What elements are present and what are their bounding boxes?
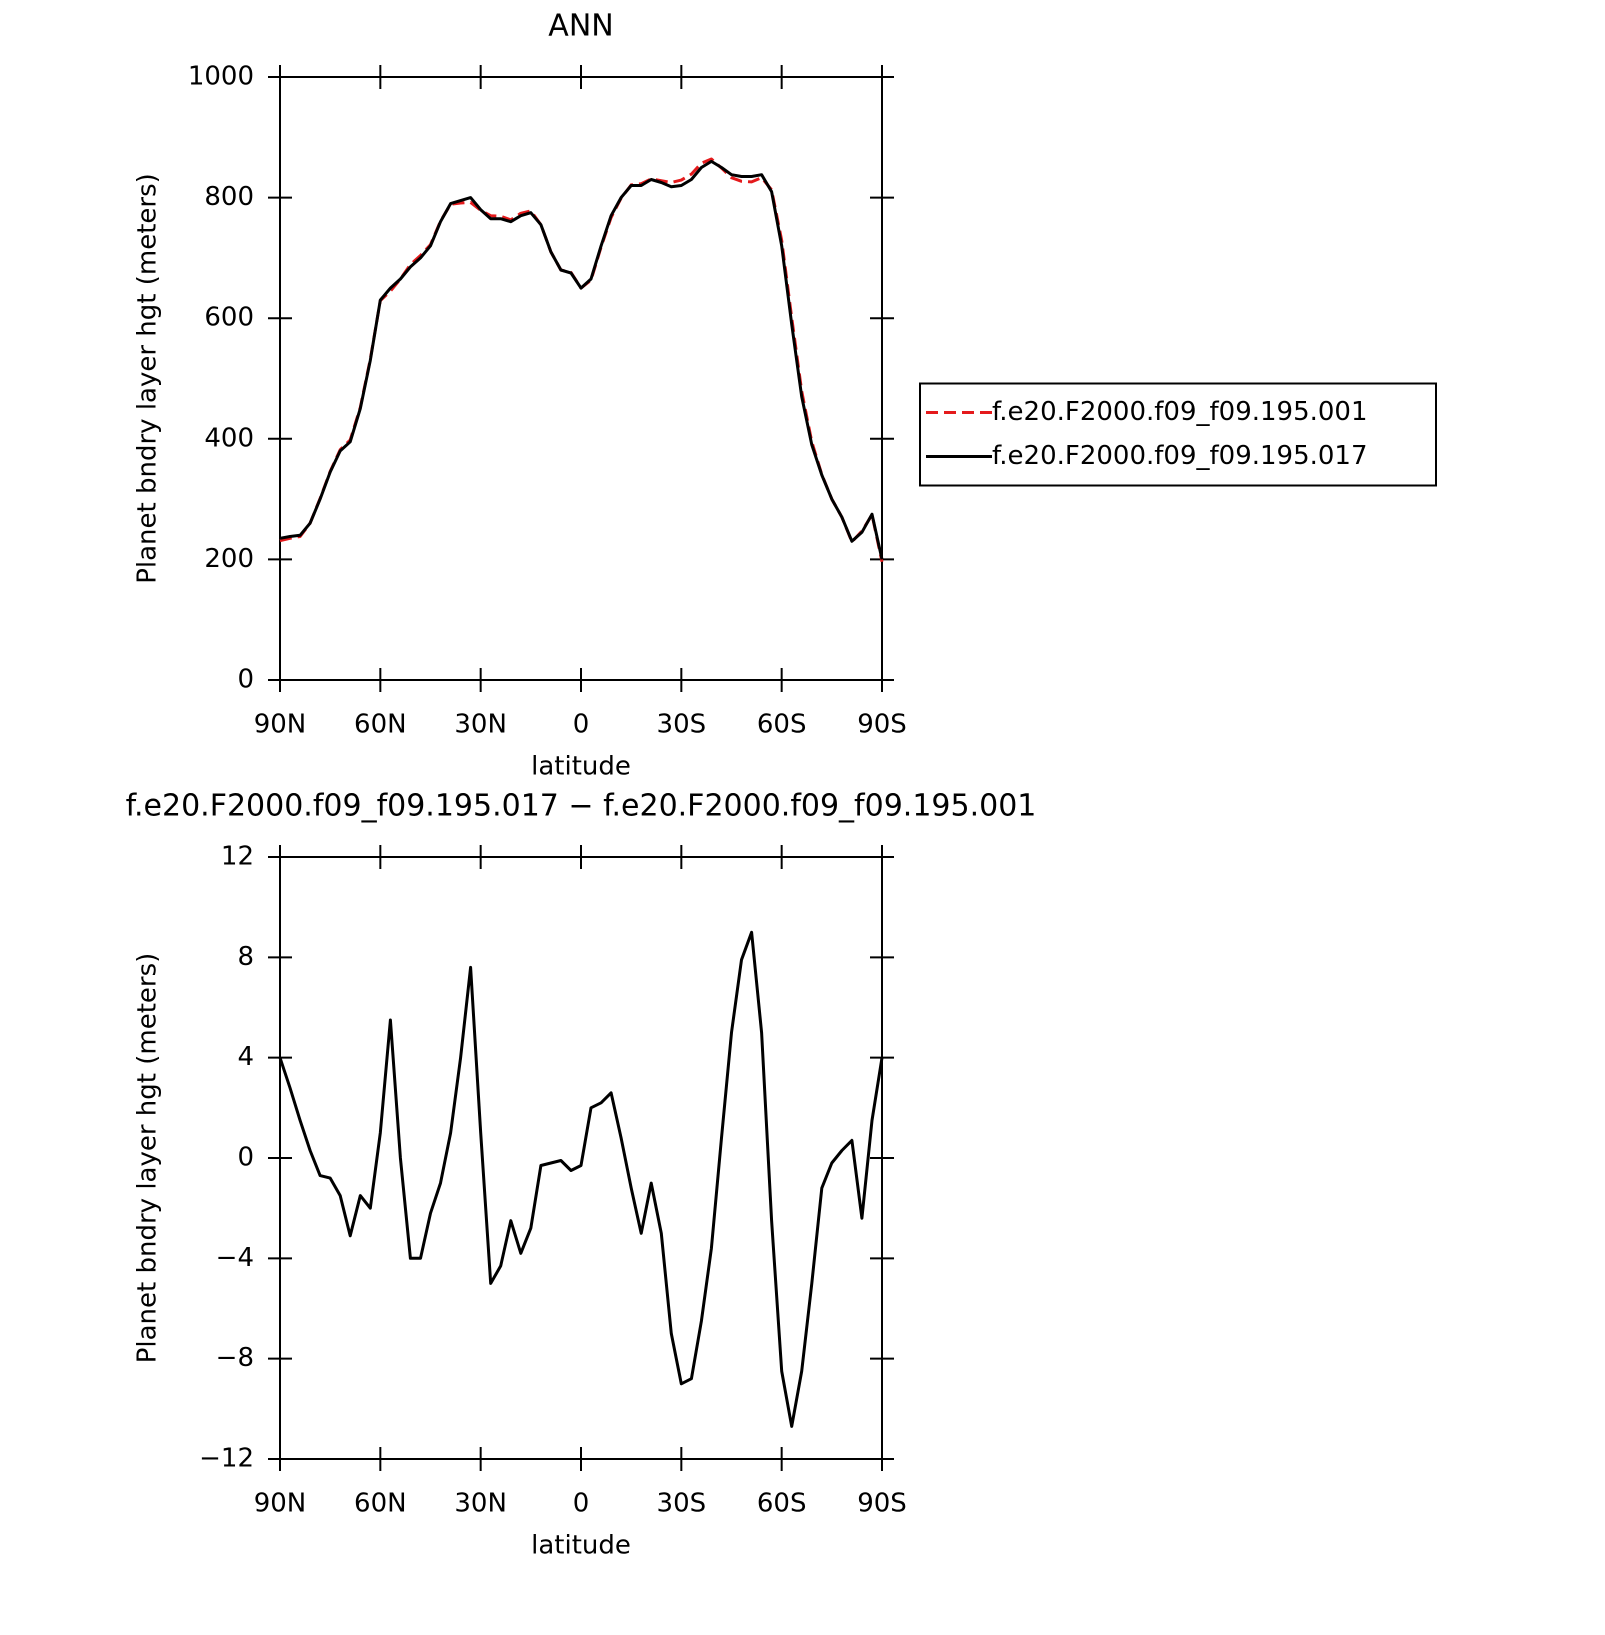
y-tick-label: −4: [216, 1243, 254, 1273]
x-tick-label: 60S: [757, 710, 807, 740]
legend-label: f.e20.F2000.f09_f09.195.001: [992, 397, 1368, 427]
y-tick-label: 600: [204, 303, 254, 333]
data-line: [278, 930, 884, 1428]
x-tick-label: 0: [573, 710, 590, 740]
legend-box: [919, 382, 1437, 487]
y-axis-label: Planet bndry layer hgt (meters): [133, 173, 163, 584]
chart-title: ANN: [548, 9, 613, 44]
x-tick-label: 60N: [354, 710, 407, 740]
y-tick-label: 0: [237, 665, 254, 695]
x-tick-label: 90N: [254, 710, 307, 740]
y-tick-label: 200: [204, 544, 254, 574]
y-tick-label: 800: [204, 182, 254, 212]
x-tick-label: 90S: [857, 1489, 907, 1519]
x-tick-label: 30N: [454, 710, 507, 740]
y-tick-label: 12: [221, 842, 254, 872]
x-tick-label: 30S: [657, 1489, 707, 1519]
y-axis-label: Planet bndry layer hgt (meters): [133, 953, 163, 1364]
y-tick-label: −12: [199, 1444, 254, 1474]
data-line: [279, 159, 884, 560]
x-tick-label: 30S: [657, 710, 707, 740]
legend-label: f.e20.F2000.f09_f09.195.017: [992, 441, 1368, 471]
y-tick-label: 4: [237, 1042, 254, 1072]
x-axis-label: latitude: [531, 1531, 631, 1561]
y-tick-label: 0: [237, 1143, 254, 1173]
x-axis-label: latitude: [531, 752, 631, 782]
x-tick-label: 30N: [454, 1489, 507, 1519]
y-tick-label: 1000: [188, 62, 254, 92]
y-tick-label: 8: [237, 942, 254, 972]
plot-frame: [279, 76, 883, 681]
x-tick-label: 60S: [757, 1489, 807, 1519]
x-tick-label: 0: [573, 1489, 590, 1519]
x-tick-label: 60N: [354, 1489, 407, 1519]
x-tick-label: 90N: [254, 1489, 307, 1519]
y-tick-label: 400: [204, 423, 254, 453]
y-tick-label: −8: [216, 1343, 254, 1373]
x-tick-label: 90S: [857, 710, 907, 740]
chart-title: f.e20.F2000.f09_f09.195.017 − f.e20.F200…: [126, 789, 1037, 824]
